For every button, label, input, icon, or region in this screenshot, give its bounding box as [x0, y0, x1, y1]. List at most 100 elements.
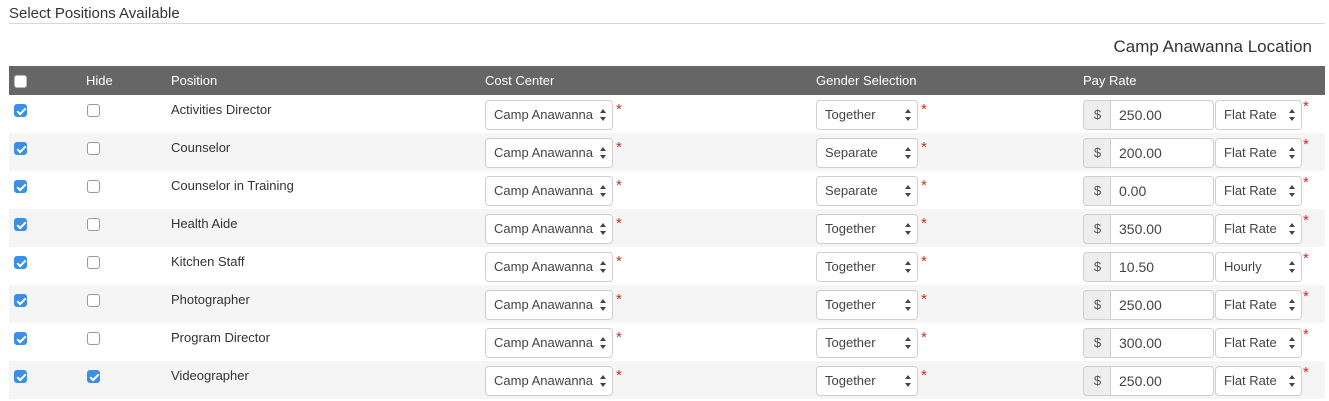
position-name: Counselor [171, 140, 231, 155]
select-arrows-icon [1289, 337, 1296, 349]
pay-amount-input[interactable]: 0.00 [1110, 176, 1214, 206]
cost-center-value: Camp Anawanna [494, 297, 594, 312]
position-select-checkbox[interactable] [14, 370, 27, 383]
cost-center-select[interactable]: Camp Anawanna [485, 100, 613, 130]
position-hide-checkbox[interactable] [87, 104, 100, 117]
currency-addon: $ [1083, 328, 1111, 358]
gender-select[interactable]: Together [816, 252, 918, 282]
cost-center-select[interactable]: Camp Anawanna [485, 252, 613, 282]
gender-value: Together [825, 107, 876, 122]
required-asterisk: * [616, 291, 622, 308]
cost-center-select[interactable]: Camp Anawanna [485, 138, 613, 168]
pay-amount-input[interactable]: 300.00 [1110, 328, 1214, 358]
cost-center-select[interactable]: Camp Anawanna [485, 214, 613, 244]
table-row: Photographer Camp Anawanna * Together * … [9, 285, 1325, 323]
cost-center-select[interactable]: Camp Anawanna [485, 366, 613, 396]
position-hide-checkbox[interactable] [87, 218, 100, 231]
position-hide-checkbox[interactable] [87, 256, 100, 269]
currency-addon: $ [1083, 176, 1111, 206]
gender-select[interactable]: Together [816, 366, 918, 396]
positions-table: Hide Position Cost Center Gender Selecti… [9, 66, 1325, 399]
rate-type-select[interactable]: Flat Rate [1215, 328, 1302, 358]
select-arrows-icon [1289, 261, 1296, 273]
required-asterisk: * [1303, 136, 1309, 153]
select-arrows-icon [600, 223, 607, 235]
position-select-checkbox[interactable] [14, 332, 27, 345]
select-arrows-icon [905, 375, 912, 387]
rate-type-value: Flat Rate [1224, 145, 1277, 160]
required-asterisk: * [616, 253, 622, 270]
pay-amount-input[interactable]: 250.00 [1110, 366, 1214, 396]
currency-addon: $ [1083, 138, 1111, 168]
gender-select[interactable]: Separate [816, 176, 918, 206]
select-arrows-icon [600, 375, 607, 387]
table-body: Activities Director Camp Anawanna * Toge… [9, 95, 1325, 399]
rate-type-value: Flat Rate [1224, 373, 1277, 388]
select-arrows-icon [1289, 109, 1296, 121]
gender-value: Together [825, 297, 876, 312]
table-row: Counselor in Training Camp Anawanna * Se… [9, 171, 1325, 209]
rate-type-select[interactable]: Flat Rate [1215, 176, 1302, 206]
pay-amount-input[interactable]: 250.00 [1110, 290, 1214, 320]
required-asterisk: * [1303, 98, 1309, 115]
rate-type-value: Flat Rate [1224, 297, 1277, 312]
cost-center-value: Camp Anawanna [494, 335, 594, 350]
cost-center-value: Camp Anawanna [494, 373, 594, 388]
gender-select[interactable]: Separate [816, 138, 918, 168]
currency-addon: $ [1083, 100, 1111, 130]
gender-select[interactable]: Together [816, 328, 918, 358]
section-divider [9, 23, 1325, 24]
position-select-checkbox[interactable] [14, 180, 27, 193]
cost-center-select[interactable]: Camp Anawanna [485, 328, 613, 358]
pay-amount-input[interactable]: 10.50 [1110, 252, 1214, 282]
select-arrows-icon [905, 109, 912, 121]
position-hide-checkbox[interactable] [87, 332, 100, 345]
column-header-cost-center: Cost Center [485, 73, 555, 88]
position-select-checkbox[interactable] [14, 104, 27, 117]
required-asterisk: * [921, 329, 927, 346]
position-select-checkbox[interactable] [14, 142, 27, 155]
rate-type-select[interactable]: Flat Rate [1215, 100, 1302, 130]
position-name: Health Aide [171, 216, 238, 231]
position-hide-checkbox[interactable] [87, 142, 100, 155]
position-name: Counselor in Training [171, 178, 294, 193]
gender-value: Separate [825, 183, 878, 198]
table-row: Kitchen Staff Camp Anawanna * Together *… [9, 247, 1325, 285]
cost-center-value: Camp Anawanna [494, 183, 594, 198]
table-row: Counselor Camp Anawanna * Separate * $ 2… [9, 133, 1325, 171]
position-hide-checkbox[interactable] [87, 370, 100, 383]
select-arrows-icon [905, 147, 912, 159]
rate-type-select[interactable]: Flat Rate [1215, 366, 1302, 396]
select-arrows-icon [1289, 185, 1296, 197]
rate-type-select[interactable]: Flat Rate [1215, 138, 1302, 168]
gender-select[interactable]: Together [816, 100, 918, 130]
rate-type-select[interactable]: Flat Rate [1215, 214, 1302, 244]
required-asterisk: * [1303, 326, 1309, 343]
rate-type-value: Hourly [1224, 259, 1262, 274]
select-all-checkbox[interactable] [14, 75, 27, 88]
rate-type-select[interactable]: Flat Rate [1215, 290, 1302, 320]
required-asterisk: * [616, 367, 622, 384]
position-select-checkbox[interactable] [14, 218, 27, 231]
gender-select[interactable]: Together [816, 214, 918, 244]
select-arrows-icon [600, 109, 607, 121]
cost-center-select[interactable]: Camp Anawanna [485, 176, 613, 206]
position-select-checkbox[interactable] [14, 294, 27, 307]
pay-amount-input[interactable]: 200.00 [1110, 138, 1214, 168]
rate-type-select[interactable]: Hourly [1215, 252, 1302, 282]
required-asterisk: * [616, 215, 622, 232]
required-asterisk: * [1303, 364, 1309, 381]
rate-type-value: Flat Rate [1224, 183, 1277, 198]
pay-amount-input[interactable]: 250.00 [1110, 100, 1214, 130]
position-select-checkbox[interactable] [14, 256, 27, 269]
table-row: Health Aide Camp Anawanna * Together * $… [9, 209, 1325, 247]
select-arrows-icon [905, 223, 912, 235]
pay-amount-input[interactable]: 350.00 [1110, 214, 1214, 244]
gender-value: Together [825, 335, 876, 350]
position-hide-checkbox[interactable] [87, 180, 100, 193]
required-asterisk: * [921, 253, 927, 270]
position-hide-checkbox[interactable] [87, 294, 100, 307]
cost-center-select[interactable]: Camp Anawanna [485, 290, 613, 320]
column-header-gender-selection: Gender Selection [816, 73, 917, 88]
gender-select[interactable]: Together [816, 290, 918, 320]
